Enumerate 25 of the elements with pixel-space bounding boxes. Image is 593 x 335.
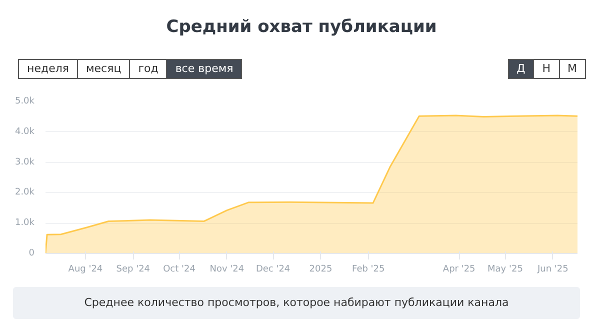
text: Д	[508, 59, 534, 79]
y-tick-label: 5.0k	[14, 96, 36, 106]
y-tick-label: 3.0k	[14, 157, 36, 168]
y-tick-label: 0	[28, 248, 35, 258]
x-tick-label: Aug '24	[68, 264, 103, 274]
text: все время	[166, 59, 242, 79]
text: Н	[533, 59, 560, 79]
text: неделя	[18, 59, 78, 79]
x-tick-label: Sep '24	[116, 264, 150, 274]
chart-title: Средний охват публикации	[166, 16, 437, 39]
x-tick-label: 2025	[309, 264, 332, 274]
x-tick-label: Jun '25	[536, 264, 568, 274]
x-tick-label: Dec '24	[256, 264, 290, 274]
text: Среднее количество просмотров, которое набирают публикации канала	[84, 295, 509, 311]
text: М	[558, 59, 586, 79]
x-tick-label: Nov '24	[210, 264, 244, 274]
x-tick-label: Oct '24	[163, 264, 196, 274]
y-tick-label: 1.0k	[14, 218, 36, 228]
text: месяц	[76, 59, 130, 79]
y-tick-label: 2.0k	[14, 188, 36, 198]
text: год	[129, 59, 168, 79]
x-tick-label: Feb '25	[352, 264, 385, 274]
y-tick-label: 4.0k	[14, 126, 36, 137]
x-tick-label: May '25	[488, 264, 523, 274]
x-tick-label: Apr '25	[442, 264, 476, 274]
